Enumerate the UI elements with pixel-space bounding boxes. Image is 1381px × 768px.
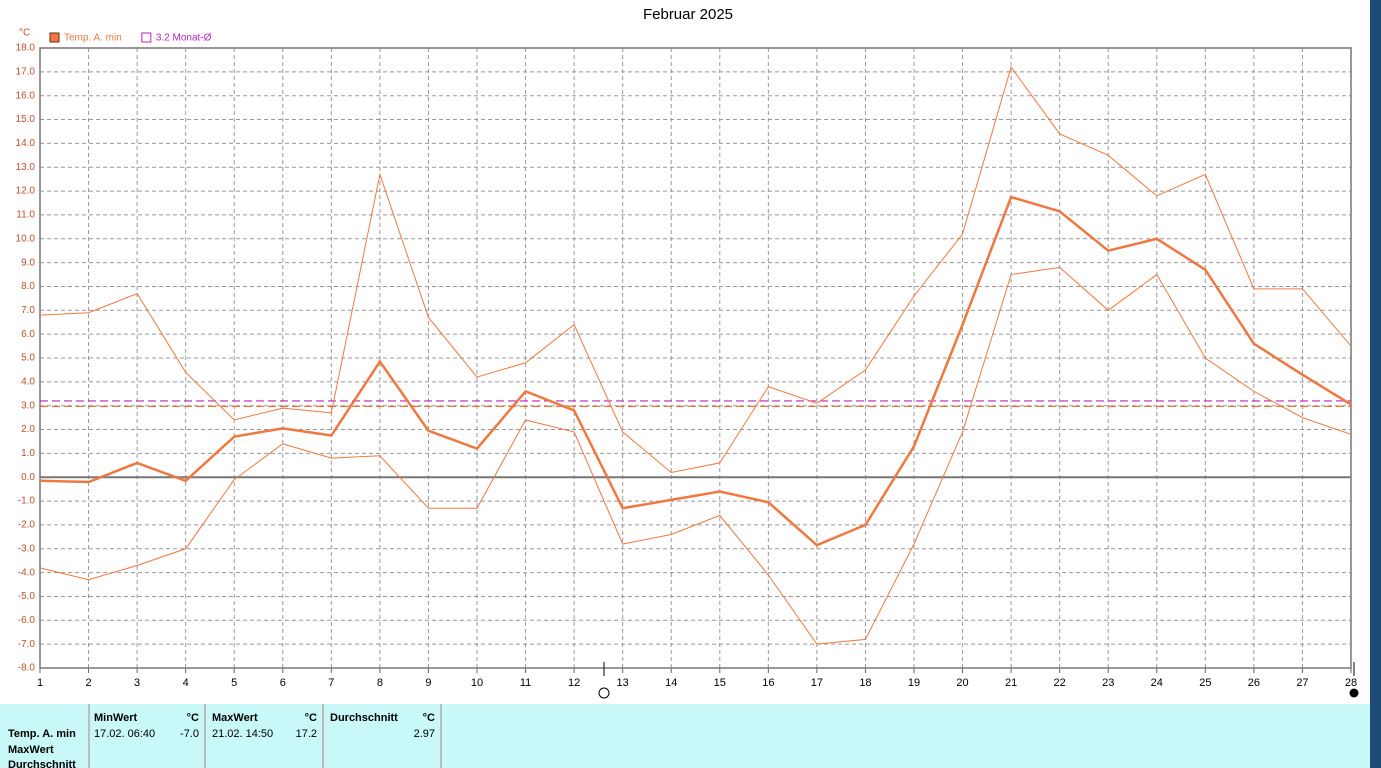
header: Durchschnitt — [330, 712, 398, 724]
y-tick-label: 16.0 — [16, 90, 36, 101]
y-tick-label: 10.0 — [16, 233, 36, 244]
y-tick-label: -3.0 — [18, 543, 36, 554]
x-tick-label: 19 — [908, 677, 920, 689]
x-tick-label: 5 — [231, 677, 237, 689]
x-tick-label: 23 — [1102, 677, 1114, 689]
header-unit: °C — [305, 712, 317, 724]
legend-label: 3.2 Monat-Ø — [156, 33, 212, 44]
side-strip — [1370, 0, 1381, 768]
plot-frame — [39, 47, 1352, 669]
y-tick-label: 14.0 — [16, 138, 36, 149]
header: MinWert — [94, 712, 138, 724]
y-tick-label: 11.0 — [16, 210, 35, 221]
header-unit: °C — [423, 712, 435, 724]
y-tick-label: -1.0 — [18, 496, 36, 507]
cell: -7.0 — [180, 728, 199, 740]
x-tick-label: 20 — [956, 677, 968, 689]
x-tick-label: 24 — [1151, 677, 1163, 689]
x-tick-label: 28 — [1345, 677, 1357, 689]
header: MaxWert — [212, 712, 258, 724]
series-line — [39, 65, 1352, 473]
y-tick-label: 7.0 — [21, 305, 35, 316]
y-tick-label: 15.0 — [16, 114, 36, 125]
x-tick-label: 11 — [520, 677, 531, 689]
y-tick-label: 1.0 — [21, 448, 35, 459]
row-label: Temp. A. min — [8, 728, 76, 740]
x-tick-label: 14 — [665, 677, 677, 689]
x-tick-label: 18 — [859, 677, 871, 689]
y-tick-label: -8.0 — [18, 663, 36, 674]
y-tick-label: 5.0 — [21, 353, 35, 364]
y-tick-label: 2.0 — [21, 424, 35, 435]
x-tick-label: 21 — [1005, 677, 1017, 689]
x-tick-label: 22 — [1054, 677, 1066, 689]
x-tick-label: 27 — [1296, 677, 1308, 689]
y-tick-label: 8.0 — [21, 281, 35, 292]
x-tick-label: 10 — [471, 677, 483, 689]
x-tick-label: 16 — [762, 677, 774, 689]
row-label: MaxWert — [8, 744, 54, 756]
x-tick-label: 9 — [425, 677, 431, 689]
x-tick-label: 6 — [280, 677, 286, 689]
stats-panel — [0, 704, 1370, 768]
cell: 17.2 — [296, 728, 317, 740]
y-tick-label: 6.0 — [21, 329, 35, 340]
y-tick-label: -5.0 — [18, 591, 36, 602]
row-label: Durchschnitt — [8, 759, 76, 768]
y-tick-label: -7.0 — [18, 639, 36, 650]
y-tick-label: 18.0 — [16, 43, 36, 54]
x-tick-label: 8 — [377, 677, 383, 689]
x-tick-label: 13 — [617, 677, 629, 689]
y-tick-label: 12.0 — [16, 186, 36, 197]
y-tick-label: -6.0 — [18, 615, 36, 626]
y-tick-label: 3.0 — [21, 400, 35, 411]
y-tick-label: 17.0 — [16, 66, 36, 77]
header-unit: °C — [187, 712, 199, 724]
x-tick-label: 17 — [811, 677, 823, 689]
cell: 2.97 — [414, 728, 435, 740]
x-tick-label: 7 — [328, 677, 334, 689]
y-unit: °C — [19, 28, 30, 39]
series-line — [39, 195, 1352, 547]
x-tick-label: 15 — [714, 677, 726, 689]
x-tick-label: 4 — [183, 677, 189, 689]
legend-swatch — [49, 32, 60, 43]
x-tick-label: 3 — [134, 677, 140, 689]
y-tick-label: 0.0 — [21, 472, 35, 483]
y-tick-label: 13.0 — [16, 162, 36, 173]
x-tick-label: 12 — [568, 677, 580, 689]
y-tick-label: -4.0 — [18, 567, 36, 578]
chart-title: Februar 2025 — [643, 6, 733, 23]
x-tick-label: 1 — [37, 677, 43, 689]
x-tick-label: 26 — [1248, 677, 1260, 689]
series-line — [39, 266, 1352, 645]
marker — [1349, 688, 1359, 698]
cell: 21.02. 14:50 — [212, 728, 273, 740]
legend-label: Temp. A. min — [64, 33, 122, 44]
cell: 17.02. 06:40 — [94, 728, 155, 740]
marker — [598, 687, 610, 699]
legend-swatch — [141, 32, 152, 43]
y-tick-label: 4.0 — [21, 376, 35, 387]
x-tick-label: 25 — [1199, 677, 1211, 689]
y-tick-label: -2.0 — [18, 520, 36, 531]
y-tick-label: 9.0 — [21, 257, 35, 268]
x-tick-label: 2 — [85, 677, 91, 689]
